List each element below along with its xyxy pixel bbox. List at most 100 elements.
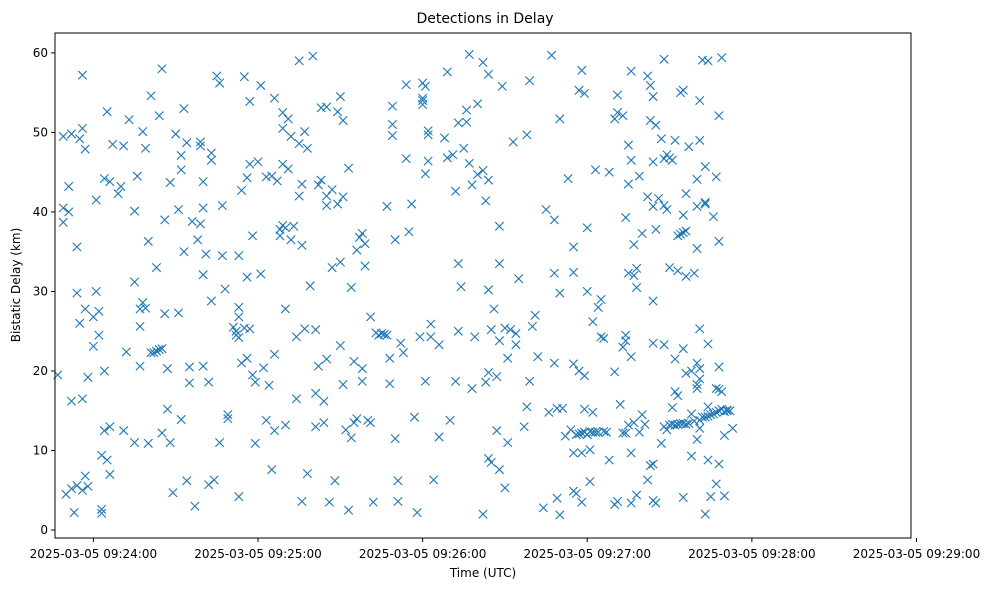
- data-point-marker: [486, 457, 496, 468]
- data-point-marker: [601, 427, 612, 437]
- data-point-marker: [577, 65, 587, 75]
- data-point-marker: [313, 180, 323, 190]
- data-point-marker: [706, 410, 716, 420]
- data-point-marker: [316, 175, 326, 185]
- data-point-marker: [132, 171, 142, 181]
- data-point-marker: [165, 437, 175, 448]
- data-point-marker: [621, 428, 631, 438]
- data-point-marker: [579, 371, 590, 381]
- data-point-marker: [368, 497, 378, 507]
- data-point-marker: [300, 324, 310, 334]
- data-point-marker: [335, 257, 345, 267]
- data-point-marker: [453, 259, 463, 269]
- data-point-marker: [621, 212, 631, 223]
- data-point-marker: [525, 376, 535, 386]
- data-point-marker: [678, 228, 688, 238]
- data-point-marker: [420, 81, 430, 91]
- data-point-marker: [258, 363, 269, 373]
- y-tick-label: 0: [40, 523, 48, 537]
- data-point-marker: [442, 153, 452, 163]
- data-point-marker: [711, 479, 721, 489]
- data-point-marker: [176, 165, 186, 175]
- data-point-marker: [393, 496, 403, 507]
- data-point-marker: [311, 422, 321, 432]
- data-point-marker: [297, 240, 307, 250]
- data-point-marker: [555, 114, 565, 124]
- data-point-marker: [102, 455, 112, 465]
- data-point-marker: [599, 333, 609, 343]
- data-point-marker: [143, 236, 153, 246]
- data-point-marker: [483, 285, 494, 295]
- data-point-marker: [588, 407, 598, 417]
- data-point-marker: [623, 268, 633, 278]
- data-point-marker: [289, 221, 299, 231]
- data-point-marker: [160, 309, 170, 319]
- data-point-marker: [675, 229, 686, 239]
- data-point-marker: [242, 173, 252, 183]
- data-point-marker: [722, 405, 732, 415]
- data-point-marker: [154, 344, 164, 355]
- data-point-marker: [483, 69, 494, 79]
- data-point-marker: [503, 437, 513, 448]
- data-point-marker: [102, 107, 112, 117]
- data-point-marker: [256, 80, 266, 91]
- data-point-marker: [494, 221, 505, 231]
- data-point-marker: [670, 387, 680, 397]
- data-point-marker: [711, 383, 721, 394]
- data-point-marker: [72, 242, 82, 252]
- data-point-marker: [637, 410, 647, 420]
- data-point-marker: [311, 388, 321, 398]
- data-point-marker: [330, 476, 340, 486]
- data-point-marker: [577, 497, 587, 507]
- data-point-marker: [297, 179, 307, 189]
- data-point-marker: [544, 407, 554, 417]
- data-point-marker: [77, 123, 88, 134]
- data-point-marker: [470, 332, 480, 342]
- data-point-marker: [154, 111, 164, 121]
- y-tick-label: 30: [33, 284, 48, 298]
- data-point-marker: [557, 403, 568, 413]
- data-point-marker: [656, 438, 666, 448]
- data-point-marker: [335, 340, 345, 351]
- data-point-marker: [681, 271, 691, 281]
- scatter-markers: [53, 49, 738, 520]
- data-point-marker: [686, 451, 697, 461]
- data-point-marker: [138, 127, 148, 137]
- data-point-marker: [703, 411, 713, 421]
- data-point-marker: [632, 282, 642, 293]
- data-point-marker: [571, 488, 581, 499]
- data-point-marker: [97, 508, 107, 518]
- data-point-marker: [505, 325, 516, 335]
- data-point-marker: [58, 217, 68, 227]
- data-point-marker: [547, 50, 557, 60]
- data-point-marker: [500, 483, 510, 493]
- x-axis-label: Time (UTC): [449, 566, 516, 580]
- data-point-marker: [670, 420, 680, 430]
- data-point-marker: [379, 329, 389, 339]
- data-point-marker: [681, 368, 691, 378]
- data-point-marker: [94, 330, 104, 340]
- data-point-marker: [280, 304, 291, 314]
- data-point-marker: [503, 353, 513, 363]
- data-point-marker: [703, 56, 713, 66]
- data-point-marker: [667, 402, 677, 413]
- data-point-marker: [618, 342, 628, 352]
- data-point-marker: [717, 387, 727, 397]
- data-point-marker: [143, 438, 153, 448]
- x-tick-label: 2025-03-05 09:28:00: [688, 547, 815, 561]
- data-point-marker: [64, 207, 74, 217]
- data-point-marker: [80, 471, 90, 481]
- data-point-marker: [305, 281, 315, 291]
- data-point-marker: [695, 374, 705, 384]
- data-point-marker: [492, 426, 502, 436]
- data-point-marker: [582, 286, 592, 297]
- data-point-marker: [195, 137, 205, 147]
- data-point-marker: [678, 210, 688, 220]
- data-point-marker: [483, 453, 494, 464]
- data-point-marker: [322, 191, 332, 201]
- data-point-marker: [193, 235, 203, 245]
- data-point-marker: [333, 107, 343, 117]
- data-point-marker: [708, 212, 719, 222]
- data-point-marker: [445, 415, 455, 425]
